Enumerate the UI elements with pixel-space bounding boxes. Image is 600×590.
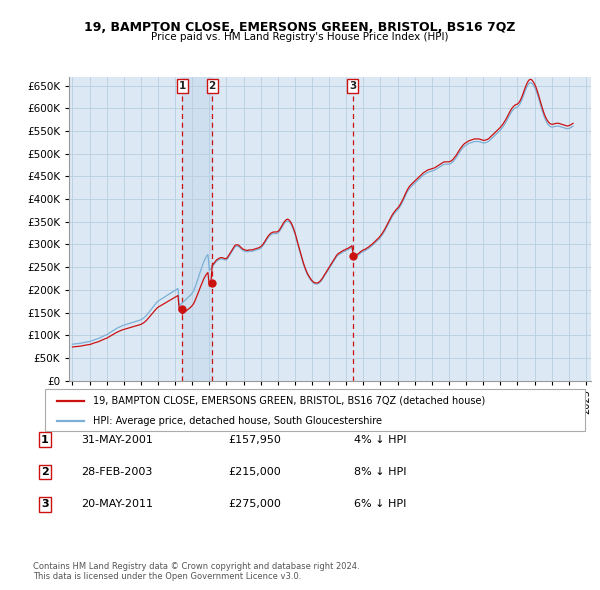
Text: 4% ↓ HPI: 4% ↓ HPI bbox=[354, 435, 407, 444]
Text: 28-FEB-2003: 28-FEB-2003 bbox=[81, 467, 152, 477]
Text: 20-MAY-2011: 20-MAY-2011 bbox=[81, 500, 153, 509]
Text: 8% ↓ HPI: 8% ↓ HPI bbox=[354, 467, 407, 477]
Text: 2: 2 bbox=[41, 467, 49, 477]
Text: 1: 1 bbox=[41, 435, 49, 444]
Text: £275,000: £275,000 bbox=[228, 500, 281, 509]
Text: £157,950: £157,950 bbox=[228, 435, 281, 444]
Text: 2: 2 bbox=[208, 81, 216, 91]
Text: 6% ↓ HPI: 6% ↓ HPI bbox=[354, 500, 406, 509]
Text: £215,000: £215,000 bbox=[228, 467, 281, 477]
Text: 19, BAMPTON CLOSE, EMERSONS GREEN, BRISTOL, BS16 7QZ (detached house): 19, BAMPTON CLOSE, EMERSONS GREEN, BRIST… bbox=[93, 396, 485, 406]
Text: HPI: Average price, detached house, South Gloucestershire: HPI: Average price, detached house, Sout… bbox=[93, 417, 382, 427]
Text: 31-MAY-2001: 31-MAY-2001 bbox=[81, 435, 153, 444]
Text: 1: 1 bbox=[179, 81, 186, 91]
Text: 3: 3 bbox=[349, 81, 356, 91]
Text: 19, BAMPTON CLOSE, EMERSONS GREEN, BRISTOL, BS16 7QZ: 19, BAMPTON CLOSE, EMERSONS GREEN, BRIST… bbox=[84, 21, 516, 34]
Bar bbox=[182, 77, 212, 381]
Text: Contains HM Land Registry data © Crown copyright and database right 2024.
This d: Contains HM Land Registry data © Crown c… bbox=[33, 562, 359, 581]
Text: Price paid vs. HM Land Registry's House Price Index (HPI): Price paid vs. HM Land Registry's House … bbox=[151, 32, 449, 42]
Text: 3: 3 bbox=[41, 500, 49, 509]
